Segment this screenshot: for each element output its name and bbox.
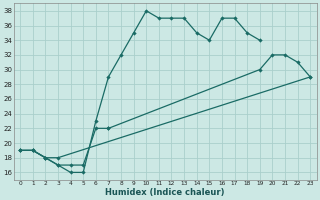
- X-axis label: Humidex (Indice chaleur): Humidex (Indice chaleur): [106, 188, 225, 197]
